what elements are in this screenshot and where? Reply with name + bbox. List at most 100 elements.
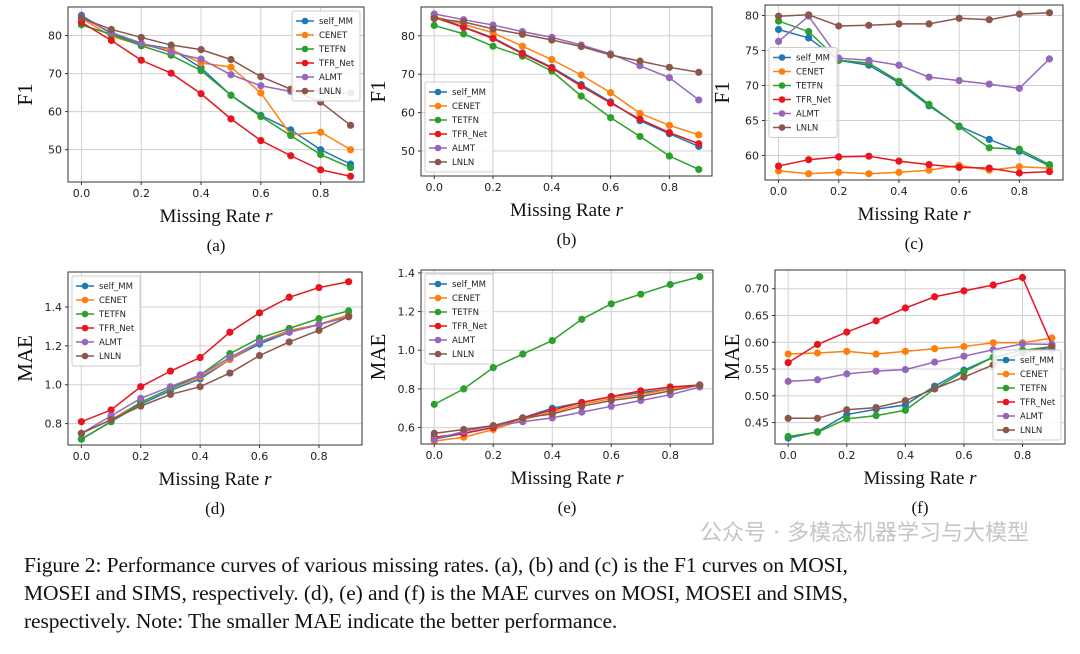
data-point-TETFN <box>430 21 438 30</box>
legend: self_MM CENET TETFN TFR_Net ALMT LNLN <box>424 81 494 173</box>
data-point-TETFN <box>460 30 468 38</box>
data-point-LNLN <box>430 14 438 23</box>
series-line-TETFN <box>434 24 700 171</box>
x-tick-label: 0.6 <box>955 449 973 462</box>
x-axis-label-variable: r <box>616 468 624 489</box>
data-point-CENET <box>813 349 822 357</box>
legend-marker <box>81 324 89 332</box>
data-point-LNLN <box>167 41 175 49</box>
legend-marker <box>301 45 309 53</box>
data-point-ALMT <box>578 408 586 416</box>
data-point-CENET <box>636 109 644 117</box>
y-tick-label: 60 <box>401 107 415 120</box>
series-line-TFR_Net <box>787 276 1053 364</box>
data-point-TFR_Net <box>637 387 645 395</box>
legend-marker <box>81 296 89 304</box>
legend-box <box>71 275 141 367</box>
data-point-self_MM <box>985 135 993 143</box>
data-point-TETFN <box>665 152 673 160</box>
data-point-CENET <box>227 63 235 71</box>
data-point-TFR_Net <box>835 153 843 161</box>
data-point-ALMT <box>865 56 873 64</box>
data-point-TETFN <box>813 428 822 436</box>
y-axis-label: MAE <box>720 334 744 381</box>
x-tick-label: 0.0 <box>73 450 91 463</box>
x-tick-label: 0.8 <box>310 450 328 463</box>
series-line-TFR_Net <box>81 21 351 178</box>
data-point-TETFN <box>696 273 704 281</box>
y-tick-label: 65 <box>745 115 759 128</box>
data-point-ALMT <box>197 55 205 63</box>
data-point-TFR_Net <box>695 140 703 148</box>
data-point-LNLN <box>255 351 264 360</box>
data-point-TFR_Net <box>1045 168 1054 176</box>
data-point-ALMT <box>960 352 968 360</box>
data-point-CENET <box>925 166 933 174</box>
data-point-TFR_Net <box>955 163 963 171</box>
data-point-LNLN <box>606 51 615 59</box>
data-point-LNLN <box>784 414 792 422</box>
y-tick-label: 80 <box>48 30 62 43</box>
data-point-TFR_Net <box>784 359 792 367</box>
legend-label: TETFN <box>1019 384 1047 394</box>
x-tick-label: 0.2 <box>484 181 502 194</box>
series-LNLN <box>774 9 1054 30</box>
data-point-TFR_Net <box>901 304 909 312</box>
y-tick-label: 0.70 <box>745 283 770 296</box>
data-point-CENET <box>346 146 355 154</box>
axes-frame <box>764 4 1064 181</box>
legend-marker <box>81 352 89 360</box>
legend: self_MM CENET TETFN TFR_Net ALMT LNLN <box>71 275 141 367</box>
y-tick-label: 0.8 <box>398 383 416 396</box>
legend-marker <box>778 96 786 103</box>
chart-b: 0.0 0.2 0.4 0.6 0.8 50 60 70 80 self_MM CENET TETFN… <box>366 6 713 249</box>
data-point-TETFN <box>346 163 355 172</box>
legend-marker <box>1002 398 1010 406</box>
x-axis-label-text: Missing Rate <box>510 200 616 221</box>
series-line-LNLN <box>434 17 699 74</box>
data-point-TETFN <box>843 415 851 423</box>
y-tick-label: 60 <box>745 150 759 163</box>
data-point-TFR_Net <box>107 406 115 414</box>
data-point-TETFN <box>872 412 880 420</box>
y-axis-label: F1 <box>366 80 390 102</box>
subfigure-label: (d) <box>205 499 225 518</box>
y-tick-label: 1.4 <box>398 267 416 280</box>
data-point-LNLN <box>137 33 145 42</box>
series-line-TFR_Net <box>778 155 1050 174</box>
series-line-CENET <box>434 15 700 136</box>
data-point-TETFN <box>895 77 903 85</box>
data-point-CENET <box>895 168 903 176</box>
data-point-CENET <box>805 170 813 178</box>
data-point-TETFN <box>960 368 968 376</box>
data-point-ALMT <box>1045 55 1054 63</box>
data-point-LNLN <box>519 414 527 422</box>
legend-box <box>424 273 494 365</box>
series-line-CENET <box>434 384 700 442</box>
legend-marker <box>301 59 309 67</box>
data-point-ALMT <box>872 367 880 375</box>
axes-frame <box>420 269 714 445</box>
y-tick-label: 0.65 <box>745 310 770 323</box>
x-tick-label: 0.6 <box>252 187 270 200</box>
data-point-ALMT <box>285 328 293 336</box>
y-tick-label: 1.4 <box>45 301 63 314</box>
data-point-TETFN <box>805 28 813 36</box>
y-axis-label: MAE <box>366 334 390 381</box>
x-axis-label-variable: r <box>264 469 272 490</box>
legend-label: ALMT <box>796 110 820 120</box>
data-point-ALMT <box>665 74 673 82</box>
data-point-LNLN <box>666 387 674 395</box>
data-point-ALMT <box>843 370 851 378</box>
x-tick-label: 0.6 <box>602 449 620 462</box>
data-point-CENET <box>784 350 792 358</box>
y-tick-label: 1.0 <box>45 379 63 392</box>
x-tick-label: 0.6 <box>602 181 620 194</box>
data-point-TFR_Net <box>989 281 997 289</box>
legend-marker <box>434 308 442 316</box>
data-point-LNLN <box>636 57 644 65</box>
data-point-LNLN <box>227 55 235 64</box>
figure-panels: 0.0 0.2 0.4 0.6 0.8 50 60 70 80 self_MM CENET TETFN… <box>13 4 1066 518</box>
y-tick-label: 80 <box>745 10 759 23</box>
x-axis-label-text: Missing Rate <box>858 204 964 225</box>
